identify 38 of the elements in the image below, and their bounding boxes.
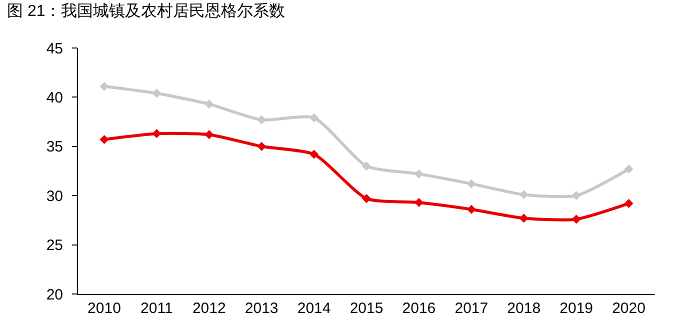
point xyxy=(362,162,372,171)
y-tick-label: 45 xyxy=(46,40,63,58)
x-tick-label: 2014 xyxy=(297,300,331,317)
point xyxy=(519,214,528,223)
point xyxy=(624,164,634,174)
point xyxy=(624,198,634,208)
point xyxy=(310,150,319,159)
x-tick-label: 2012 xyxy=(192,300,226,317)
x-tick-label: 2010 xyxy=(88,300,121,317)
point xyxy=(572,191,581,200)
y-tick-label: 40 xyxy=(46,89,63,106)
point xyxy=(100,134,109,144)
y-tick-label: 25 xyxy=(46,237,63,254)
point xyxy=(310,113,319,122)
x-tick-label: 2016 xyxy=(402,300,436,317)
point xyxy=(204,130,214,140)
x-tick-label: 2011 xyxy=(140,300,173,317)
point xyxy=(466,179,476,188)
y-tick-label: 30 xyxy=(46,188,63,205)
x-tick-label: 2019 xyxy=(560,300,594,317)
point xyxy=(204,100,214,109)
point xyxy=(572,214,581,224)
point xyxy=(519,190,528,200)
point xyxy=(257,142,266,151)
y-tick-label: 20 xyxy=(46,286,63,304)
chart-title: 图 21：我国城镇及农村居民恩格尔系数 xyxy=(7,2,286,20)
x-tick-label: 2018 xyxy=(507,300,541,317)
point xyxy=(414,169,424,178)
y-tick-label: 35 xyxy=(46,138,63,156)
point xyxy=(100,82,109,91)
x-tick-label: 2015 xyxy=(350,300,384,317)
x-tick-label: 2013 xyxy=(244,300,278,317)
point xyxy=(466,204,476,214)
point xyxy=(362,194,372,204)
point xyxy=(152,88,162,98)
x-tick-label: 2020 xyxy=(612,300,646,317)
x-tick-label: 2017 xyxy=(454,300,488,317)
point xyxy=(414,198,424,208)
